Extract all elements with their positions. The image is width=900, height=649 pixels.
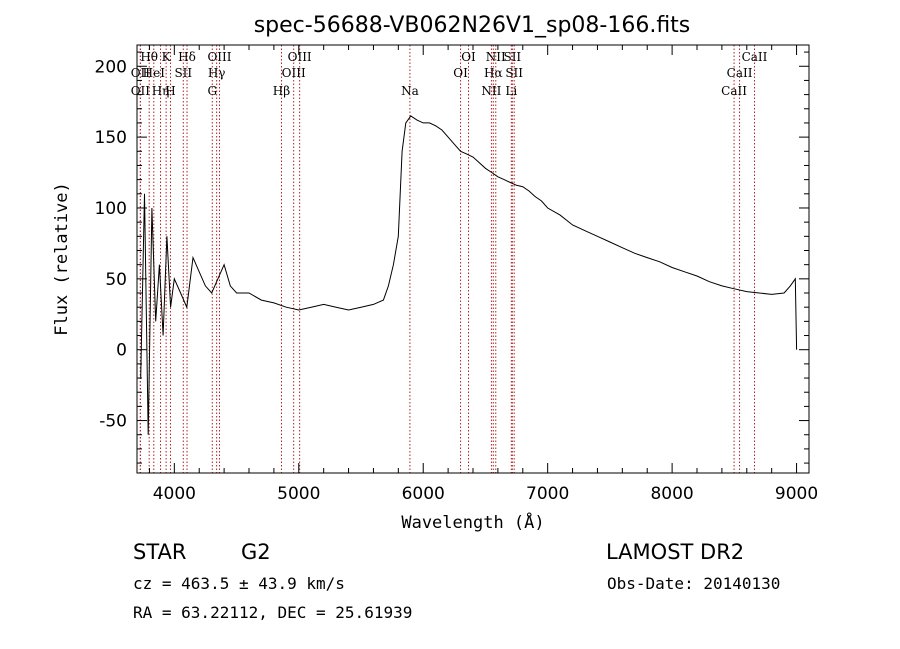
emission-line-label: NII	[481, 84, 501, 98]
emission-line-label: OII	[131, 84, 151, 98]
emission-line-label: H	[165, 84, 175, 98]
emission-line-label: OI	[461, 50, 476, 64]
emission-line-markers	[139, 45, 755, 473]
survey-name: LAMOST DR2	[606, 540, 744, 564]
emission-line-label: SII	[503, 50, 521, 64]
x-axis: 4000 5000 6000 7000 8000 9000	[148, 45, 818, 504]
x-tick-label: 5000	[277, 484, 320, 504]
emission-line-label: CaII	[742, 50, 768, 64]
x-axis-label: Wavelength (Å)	[401, 511, 544, 533]
emission-line-label: HeI	[143, 66, 166, 80]
chart-title: spec-56688-VB062N26V1_sp08-166.fits	[254, 13, 691, 38]
emission-line-label: CaII	[721, 84, 747, 98]
emission-line-label: G	[207, 84, 217, 98]
emission-line-label: CaII	[727, 66, 753, 80]
emission-line-label: SII	[174, 66, 192, 80]
emission-line-label: OIII	[207, 50, 231, 64]
emission-line-label: Hη	[152, 84, 170, 98]
y-tick-label: 150	[95, 128, 127, 148]
spectrum-line	[140, 115, 798, 435]
y-tick-label: 50	[105, 270, 127, 290]
emission-line-label: Hα	[484, 66, 503, 80]
x-tick-label: 7000	[526, 484, 569, 504]
sky-coordinates: RA = 63.22112, DEC = 25.61939	[133, 603, 412, 622]
emission-line-label: OI	[453, 66, 468, 80]
emission-line-label: OIII	[288, 50, 312, 64]
emission-line-label: NII	[486, 50, 506, 64]
x-tick-label: 9000	[775, 484, 818, 504]
y-tick-label: 100	[95, 199, 127, 219]
y-tick-label: 0	[116, 341, 127, 361]
x-tick-label: 4000	[153, 484, 196, 504]
object-subclass: G2	[241, 540, 271, 564]
emission-line-label: Hβ	[273, 84, 290, 98]
observation-date: Obs-Date: 20140130	[607, 574, 780, 593]
emission-line-label: Na	[401, 84, 419, 98]
x-tick-label: 6000	[402, 484, 445, 504]
emission-line-label: Hγ	[208, 66, 226, 80]
redshift-cz: cz = 463.5 ± 43.9 km/s	[133, 574, 345, 593]
x-tick-label: 8000	[650, 484, 693, 504]
y-axis-label: Flux (relative)	[52, 182, 72, 336]
emission-line-label: Hθ	[140, 50, 158, 64]
emission-line-label: OIII	[282, 66, 306, 80]
y-axis: -50 0 50 100 150 200	[95, 51, 809, 464]
emission-line-label: Hδ	[178, 50, 196, 64]
y-tick-label: -50	[99, 412, 127, 432]
emission-line-label: OII	[131, 66, 151, 80]
object-class: STAR	[133, 540, 186, 564]
emission-line-label: SII	[505, 66, 523, 80]
plot-frame	[136, 44, 810, 474]
emission-line-label: Li	[505, 84, 517, 98]
y-tick-label: 200	[95, 57, 127, 77]
emission-line-label: K	[162, 50, 172, 64]
